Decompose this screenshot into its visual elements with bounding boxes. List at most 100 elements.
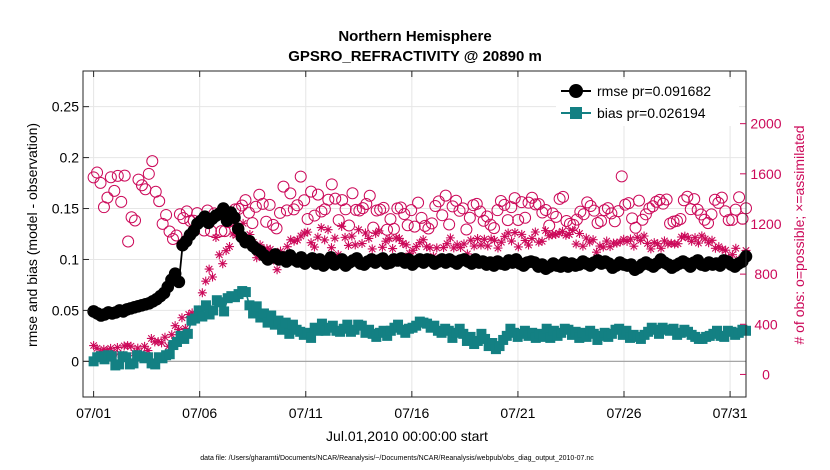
- bias-marker: [240, 287, 251, 298]
- possible-obs-marker: [677, 194, 690, 207]
- assimilated-obs-marker: [462, 249, 472, 259]
- assimilated-obs-marker: [653, 239, 663, 249]
- bias-marker: [327, 320, 338, 331]
- bias-marker: [712, 325, 723, 336]
- assimilated-obs-marker: [92, 343, 102, 353]
- possible-obs-marker: [280, 204, 293, 217]
- assimilated-obs-marker: [625, 234, 635, 244]
- bias-marker: [306, 332, 317, 343]
- assimilated-obs-marker: [211, 233, 221, 243]
- assimilated-obs-marker: [445, 233, 455, 243]
- bias-marker: [545, 332, 556, 343]
- assimilated-obs-marker: [221, 246, 231, 256]
- bias-marker: [501, 330, 512, 341]
- bias-marker: [668, 323, 679, 334]
- assimilated-obs-marker: [697, 231, 707, 241]
- assimilated-obs-marker: [568, 225, 578, 235]
- possible-obs-marker: [356, 202, 369, 215]
- assimilated-obs-marker: [496, 237, 506, 247]
- possible-obs-marker: [166, 233, 179, 246]
- possible-obs-marker: [387, 222, 400, 235]
- rmse-bias-marks: [87, 202, 753, 371]
- possible-obs-marker: [598, 204, 611, 217]
- assimilated-obs-marker: [197, 288, 207, 298]
- possible-obs-marker: [591, 216, 604, 229]
- possible-obs-marker: [702, 217, 715, 230]
- possible-obs-marker: [439, 189, 452, 202]
- possible-obs-marker: [519, 211, 532, 224]
- x-tick-label: 07/31: [713, 405, 748, 421]
- assimilated-obs-marker: [693, 238, 703, 248]
- assimilated-obs-marker: [245, 230, 255, 240]
- possible-obs-marker: [605, 207, 618, 220]
- assimilated-obs-marker: [306, 238, 316, 248]
- possible-obs-marker: [615, 170, 628, 183]
- assimilated-obs-marker: [676, 232, 686, 242]
- assimilated-obs-marker: [157, 338, 167, 348]
- y-axis-label: rmse and bias (model - observation): [24, 123, 40, 347]
- assimilated-obs-marker: [530, 227, 540, 237]
- assimilated-obs-marker: [377, 242, 387, 252]
- assimilated-obs-marker: [323, 225, 333, 235]
- bias-marker: [654, 328, 665, 339]
- possible-obs-marker: [94, 176, 107, 189]
- possible-obs-marker: [135, 179, 148, 192]
- x-tick-label: 07/06: [182, 405, 217, 421]
- y-right-tick-label: 1200: [750, 216, 781, 232]
- possible-obs-marker: [311, 188, 324, 201]
- y-tick-label: 0: [71, 353, 79, 369]
- assimilated-obs-marker: [316, 223, 326, 233]
- plot-frame: [82, 70, 747, 398]
- possible-obs-marker: [315, 205, 328, 218]
- y-right-tick-label: 800: [754, 266, 778, 282]
- possible-obs-marker: [525, 191, 538, 204]
- legend-bias-marker: [570, 107, 582, 119]
- possible-obs-marker: [481, 210, 494, 223]
- assimilated-obs-marker: [469, 241, 479, 251]
- assimilated-obs-marker: [180, 323, 190, 333]
- legend-bias-label: bias pr=0.026194: [597, 105, 706, 121]
- possible-obs-marker: [408, 220, 421, 233]
- x-axis-label: Jul.01,2010 00:00:00 start: [326, 428, 488, 444]
- assimilated-obs-marker: [286, 235, 296, 245]
- assimilated-obs-marker: [598, 242, 608, 252]
- bias-marker: [142, 352, 153, 363]
- possible-obs-marker: [305, 185, 318, 198]
- bias-marker: [541, 323, 552, 334]
- assimilated-obs-marker: [700, 234, 710, 244]
- bias-marker: [248, 308, 259, 319]
- assimilated-obs-marker: [394, 233, 404, 243]
- possible-obs-marker: [508, 192, 521, 205]
- possible-obs-marker: [688, 193, 701, 206]
- bias-marker: [588, 328, 599, 339]
- bias-marker: [574, 332, 585, 343]
- assimilated-obs-marker: [473, 234, 483, 244]
- assimilated-obs-marker: [588, 235, 598, 245]
- assimilated-obs-marker: [513, 242, 523, 252]
- bias-marker: [313, 325, 324, 336]
- assimilated-obs-marker: [146, 333, 156, 343]
- assimilated-obs-marker: [605, 242, 615, 252]
- possible-obs-marker: [529, 198, 542, 211]
- assimilated-obs-marker: [218, 259, 228, 269]
- possible-obs-marker: [215, 225, 228, 238]
- possible-obs-marker: [256, 197, 269, 210]
- possible-obs-marker: [381, 223, 394, 236]
- assimilated-obs-marker: [490, 235, 500, 245]
- assimilated-obs-marker: [167, 330, 177, 340]
- y-tick-label: 0.15: [52, 201, 79, 217]
- possible-obs-marker: [239, 194, 252, 207]
- assimilated-obs-marker: [228, 229, 238, 239]
- possible-obs-marker: [298, 194, 311, 207]
- x-tick-label: 07/21: [500, 405, 535, 421]
- possible-obs-marker: [339, 203, 352, 216]
- assimilated-obs-marker: [309, 242, 319, 252]
- assimilated-obs-marker: [364, 233, 374, 243]
- assimilated-obs-marker: [415, 238, 425, 248]
- assimilated-obs-marker: [153, 337, 163, 347]
- possible-obs-marker: [705, 208, 718, 221]
- assimilated-obs-marker: [184, 309, 194, 319]
- possible-obs-marker: [415, 211, 428, 224]
- possible-obs-marker: [494, 195, 507, 208]
- bias-marker: [284, 328, 295, 339]
